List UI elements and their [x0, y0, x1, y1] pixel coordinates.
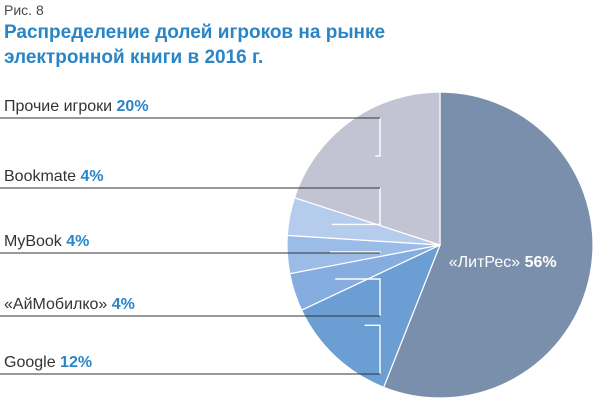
pie-slice-литрес: [382, 91, 594, 399]
chart-title: Распределение долей игроков на рынке эле…: [4, 22, 386, 68]
slice-label-прочие-игроки: Прочие игроки 20%: [4, 98, 149, 115]
slice-label-bookmate: Bookmate 4%: [4, 168, 104, 185]
slice-label-аймобилко: «АйМобилко» 4%: [4, 296, 135, 313]
slice-value-bookmate: 4%: [80, 168, 103, 185]
slice-value-прочие-игроки: 20%: [117, 98, 149, 115]
figure-label: Рис. 8: [4, 2, 44, 18]
pie-slice-прочие-игроки: [293, 91, 441, 246]
callout-line-google: [364, 324, 381, 374]
pie-slices: [286, 91, 594, 399]
label-rules: [0, 117, 380, 375]
slice-value-google: 12%: [60, 354, 92, 371]
slice-value-mybook: 4%: [66, 233, 89, 250]
slice-value-аймобилко: 4%: [112, 296, 135, 313]
slice-label-литрес: «ЛитРес» 56%: [449, 254, 557, 271]
callout-line-аймобилко: [335, 278, 381, 316]
callout-line-прочие-игроки: [375, 118, 381, 157]
slice-labels: Прочие игроки 20% Bookmate 4% MyBook 4% «Ай…: [4, 98, 557, 371]
slice-label-mybook: MyBook 4%: [4, 233, 89, 250]
slice-label-google: Google 12%: [4, 354, 92, 371]
slice-value-литрес: 56%: [525, 254, 557, 271]
callout-line-bookmate: [331, 188, 381, 226]
